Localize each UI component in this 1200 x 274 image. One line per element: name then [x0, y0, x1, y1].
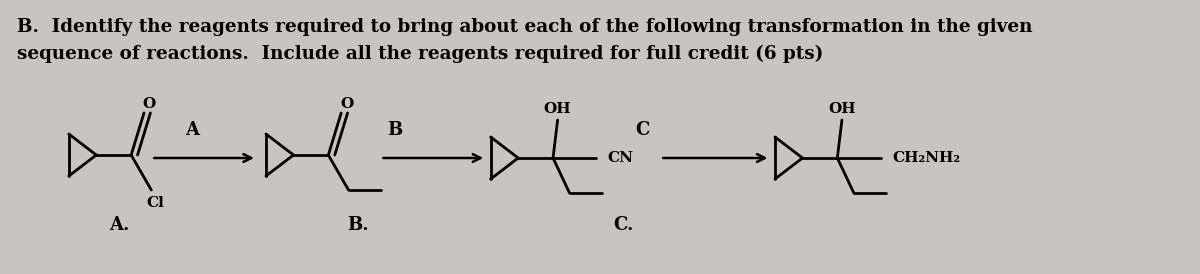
Text: O: O — [340, 97, 353, 111]
Text: O: O — [143, 97, 156, 111]
Text: sequence of reactions.  Include all the reagents required for full credit (6 pts: sequence of reactions. Include all the r… — [17, 45, 823, 63]
Text: A.: A. — [109, 216, 130, 234]
Text: C.: C. — [613, 216, 634, 234]
Text: C: C — [635, 121, 649, 139]
Text: OH: OH — [544, 102, 571, 116]
Text: A: A — [186, 121, 199, 139]
Text: B.: B. — [347, 216, 368, 234]
Text: OH: OH — [828, 102, 856, 116]
Text: CN: CN — [607, 151, 634, 165]
Text: B: B — [386, 121, 402, 139]
Text: CH₂NH₂: CH₂NH₂ — [893, 151, 960, 165]
Text: Cl: Cl — [146, 196, 164, 210]
Text: B.  Identify the reagents required to bring about each of the following transfor: B. Identify the reagents required to bri… — [17, 18, 1032, 36]
